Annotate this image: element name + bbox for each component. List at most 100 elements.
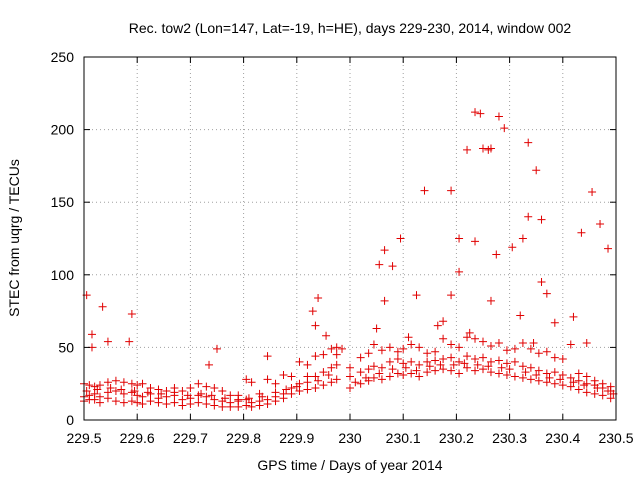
data-point: [85, 381, 94, 390]
data-point: [556, 375, 565, 384]
data-point: [303, 385, 312, 394]
data-point: [380, 246, 389, 255]
data-point: [93, 385, 102, 394]
data-point: [396, 234, 405, 243]
data-point: [322, 331, 331, 340]
data-point: [170, 388, 179, 397]
data-point: [407, 357, 416, 366]
data-point: [218, 402, 227, 411]
data-point: [524, 212, 533, 221]
data-point: [545, 373, 554, 382]
data-point: [486, 357, 495, 366]
data-point: [162, 392, 171, 401]
data-point: [207, 391, 216, 400]
data-point: [521, 368, 530, 377]
data-point: [244, 394, 253, 403]
data-point: [447, 291, 456, 300]
data-point: [210, 384, 219, 393]
data-point: [529, 339, 538, 348]
data-point: [327, 344, 336, 353]
data-point: [154, 398, 163, 407]
data-point: [332, 375, 341, 384]
data-point: [479, 144, 487, 153]
x-tick-label: 230.5: [598, 430, 633, 446]
data-point: [234, 402, 243, 411]
data-point: [242, 401, 251, 410]
data-point: [178, 401, 187, 410]
data-point: [596, 219, 605, 228]
data-point: [524, 138, 533, 147]
data-point: [242, 375, 251, 384]
data-point: [412, 291, 421, 300]
data-point: [311, 372, 320, 381]
data-point: [574, 369, 583, 378]
data-point: [558, 355, 567, 364]
data-point: [471, 334, 480, 343]
data-point: [574, 376, 583, 385]
x-tick-labels: 229.5 229.6 229.7 229.8 229.9 230 230.1 230.2 23…: [66, 430, 633, 446]
data-point: [542, 378, 551, 387]
data-point: [202, 400, 211, 409]
data-point: [234, 395, 243, 404]
data-point: [577, 228, 586, 237]
data-point: [332, 360, 341, 369]
x-tick-label: 230.1: [386, 430, 421, 446]
data-point: [484, 362, 493, 371]
data-point: [332, 343, 341, 352]
data-point: [420, 186, 429, 195]
data-point: [566, 382, 575, 391]
data-point: [516, 311, 525, 320]
data-point: [385, 343, 394, 352]
data-point: [388, 262, 397, 271]
data-point: [186, 384, 195, 393]
data-point: [447, 366, 456, 375]
data-point: [526, 363, 535, 372]
data-point: [433, 321, 442, 330]
data-point: [486, 144, 495, 153]
x-tick-label: 229.5: [66, 430, 101, 446]
data-point: [138, 400, 147, 409]
data-point: [598, 391, 607, 400]
grid: [84, 57, 616, 420]
data-point: [449, 360, 458, 369]
data-points: [80, 108, 618, 411]
data-point: [98, 302, 107, 311]
data-point: [127, 310, 136, 319]
data-point: [510, 372, 519, 381]
data-point: [377, 346, 386, 355]
data-point: [423, 357, 432, 366]
data-point: [375, 260, 384, 269]
data-point: [303, 360, 312, 369]
data-point: [580, 381, 589, 390]
data-point: [606, 394, 615, 403]
data-point: [582, 372, 591, 381]
data-point: [377, 363, 386, 372]
data-point: [162, 400, 171, 409]
data-point: [582, 339, 591, 348]
y-axis-label: STEC from uqrg / TECUs: [6, 159, 22, 317]
data-point: [494, 369, 503, 378]
data-point: [471, 366, 480, 375]
data-point: [119, 389, 128, 398]
data-point: [303, 372, 312, 381]
x-tick-label: 229.6: [120, 430, 155, 446]
data-point: [566, 373, 575, 382]
data-point: [455, 234, 464, 243]
data-point: [425, 362, 434, 371]
data-point: [590, 389, 599, 398]
data-point: [263, 400, 272, 409]
data-point: [401, 363, 410, 372]
data-point: [218, 386, 227, 395]
data-point: [399, 370, 408, 379]
data-point: [380, 296, 389, 305]
data-point: [295, 357, 304, 366]
data-point: [447, 186, 456, 195]
data-point: [471, 237, 480, 246]
data-point: [534, 349, 543, 358]
data-point: [574, 385, 583, 394]
data-point: [213, 344, 221, 353]
x-axis-label: GPS time / Days of year 2014: [257, 457, 442, 473]
data-point: [279, 370, 288, 379]
data-point: [569, 312, 578, 321]
